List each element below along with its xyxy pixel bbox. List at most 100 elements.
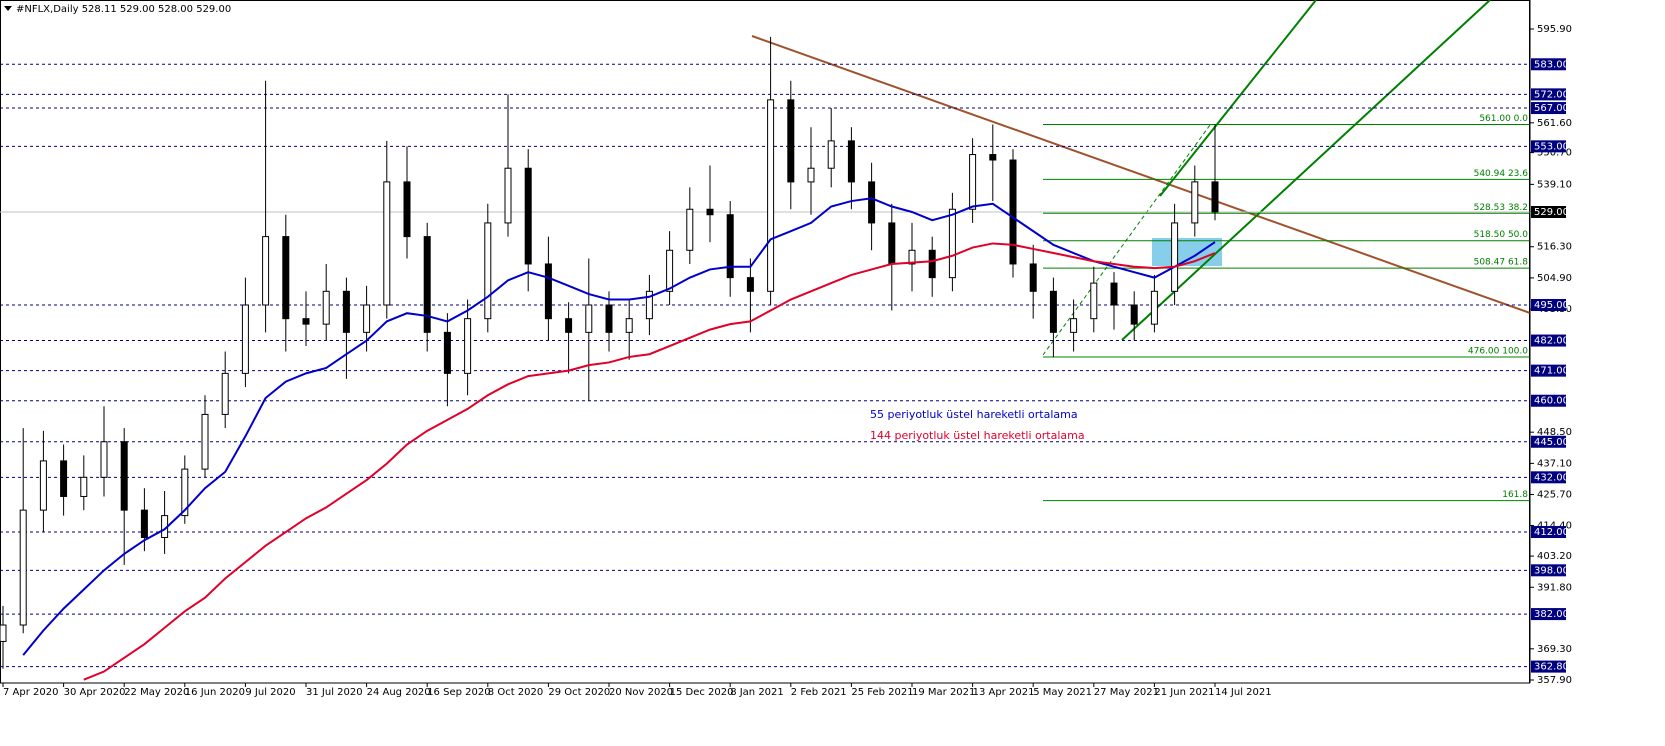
candle-body [1090, 282, 1098, 320]
highlight-box [1152, 238, 1222, 266]
moving-average [83, 242, 1216, 681]
y-tick-label: 425.70 [1537, 490, 1572, 501]
candle-body [1211, 181, 1219, 213]
current-price-label: 529.00 [1534, 207, 1569, 218]
y-tick-label: 437.10 [1537, 458, 1572, 469]
fib-label: 508.47 61.8 [1474, 258, 1529, 268]
x-tick-label: 8 Oct 2020 [488, 687, 543, 698]
candle-body [241, 304, 249, 374]
candle-body [423, 236, 431, 333]
candle-body [39, 460, 47, 511]
candle-body [787, 99, 795, 183]
level-label: 412.00 [1534, 527, 1569, 538]
candle-body [262, 236, 270, 306]
candle-body [948, 208, 956, 279]
y-tick-label: 539.10 [1537, 179, 1572, 190]
x-tick-label: 9 Jul 2020 [245, 687, 295, 698]
candle-body [524, 167, 532, 265]
x-tick-label: 8 Jan 2021 [730, 687, 784, 698]
plot-area [0, 0, 1530, 681]
candle-body [1191, 181, 1199, 224]
x-tick-label: 31 Jul 2020 [306, 687, 363, 698]
candle-body [1171, 222, 1179, 292]
candle-body [1130, 304, 1138, 325]
candle-body [847, 140, 855, 183]
level-label-box [1531, 298, 1566, 311]
candle-body [383, 181, 391, 306]
x-tick-label: 15 Dec 2020 [670, 687, 734, 698]
fib-label: 528.53 38.2 [1474, 203, 1528, 213]
candle-body [807, 167, 815, 183]
candle-body [1110, 282, 1118, 306]
candle-body [1150, 290, 1158, 325]
level-label-box [1531, 660, 1566, 673]
candle-body [888, 222, 896, 265]
channel-line [1121, 0, 1491, 341]
channel-line [1159, 0, 1317, 197]
candle-body [746, 277, 754, 292]
candle-body [645, 290, 653, 320]
x-tick-label: 19 Mar 2021 [912, 687, 975, 698]
y-tick-label: 414.40 [1537, 520, 1572, 531]
y-tick-label: 561.60 [1537, 118, 1572, 129]
x-tick-label: 27 May 2021 [1094, 687, 1159, 698]
y-tick-label: 595.90 [1537, 24, 1572, 35]
level-label: 362.80 [1534, 662, 1569, 673]
level-label-box [1531, 140, 1566, 153]
candle-body [585, 304, 593, 333]
candle-body [565, 318, 573, 333]
y-tick-label: 403.20 [1537, 551, 1572, 562]
x-tick-label: 16 Sep 2020 [427, 687, 490, 698]
x-tick-label: 25 Feb 2021 [851, 687, 913, 698]
candle-body [1070, 318, 1078, 333]
level-label-box [1531, 526, 1566, 539]
candle-body [120, 441, 128, 511]
candle-body [464, 318, 472, 374]
candle-body [1049, 290, 1057, 333]
plot-frame [0, 0, 1530, 684]
level-label-box [1531, 364, 1566, 377]
candle-body [504, 167, 512, 224]
y-tick-label: 504.90 [1537, 273, 1572, 284]
candle-body [969, 154, 977, 210]
level-label-box [1531, 471, 1566, 484]
candle-body [686, 208, 694, 251]
candle-body [100, 441, 108, 478]
level-label: 382.00 [1534, 609, 1569, 620]
level-label: 398.00 [1534, 565, 1569, 576]
candle-body [706, 208, 714, 216]
candle-body [484, 222, 492, 320]
y-tick-label: 357.90 [1537, 675, 1572, 686]
legend-entry: 55 periyotluk üstel hareketli ortalama [870, 408, 1078, 421]
candle-body [221, 372, 229, 415]
level-label-box [1531, 435, 1566, 448]
candle-body [908, 249, 916, 265]
y-tick-label: 448.50 [1537, 427, 1572, 438]
fib-label: 161.8 [1502, 490, 1528, 500]
candle-body [363, 304, 371, 333]
level-label: 583.00 [1534, 59, 1569, 70]
x-tick-label: 2 Feb 2021 [791, 687, 847, 698]
x-tick-label: 30 Apr 2020 [64, 687, 126, 698]
x-tick-label: 7 Apr 2020 [3, 687, 58, 698]
candle-body [322, 290, 330, 325]
candle-body [989, 154, 997, 161]
candle-body [605, 304, 613, 333]
y-tick-label: 550.70 [1537, 148, 1572, 159]
level-label: 482.00 [1534, 336, 1569, 347]
candle-body [544, 263, 552, 320]
candle-body [181, 468, 189, 517]
level-label: 553.00 [1534, 141, 1569, 152]
fib-label: 561.00 0.0 [1479, 114, 1528, 124]
chart-title: #NFLX,Daily 528.11 529.00 528.00 529.00 [16, 4, 231, 15]
level-label-box [1531, 394, 1566, 407]
candle-body [342, 290, 350, 333]
fib-label: 540.94 23.6 [1474, 169, 1529, 179]
candle-body [666, 249, 674, 292]
candle-body [302, 318, 310, 325]
x-tick-label: 21 Jun 2021 [1154, 687, 1214, 698]
candle-body [827, 140, 835, 169]
candle-body [403, 181, 411, 238]
x-tick-label: 29 Oct 2020 [548, 687, 610, 698]
